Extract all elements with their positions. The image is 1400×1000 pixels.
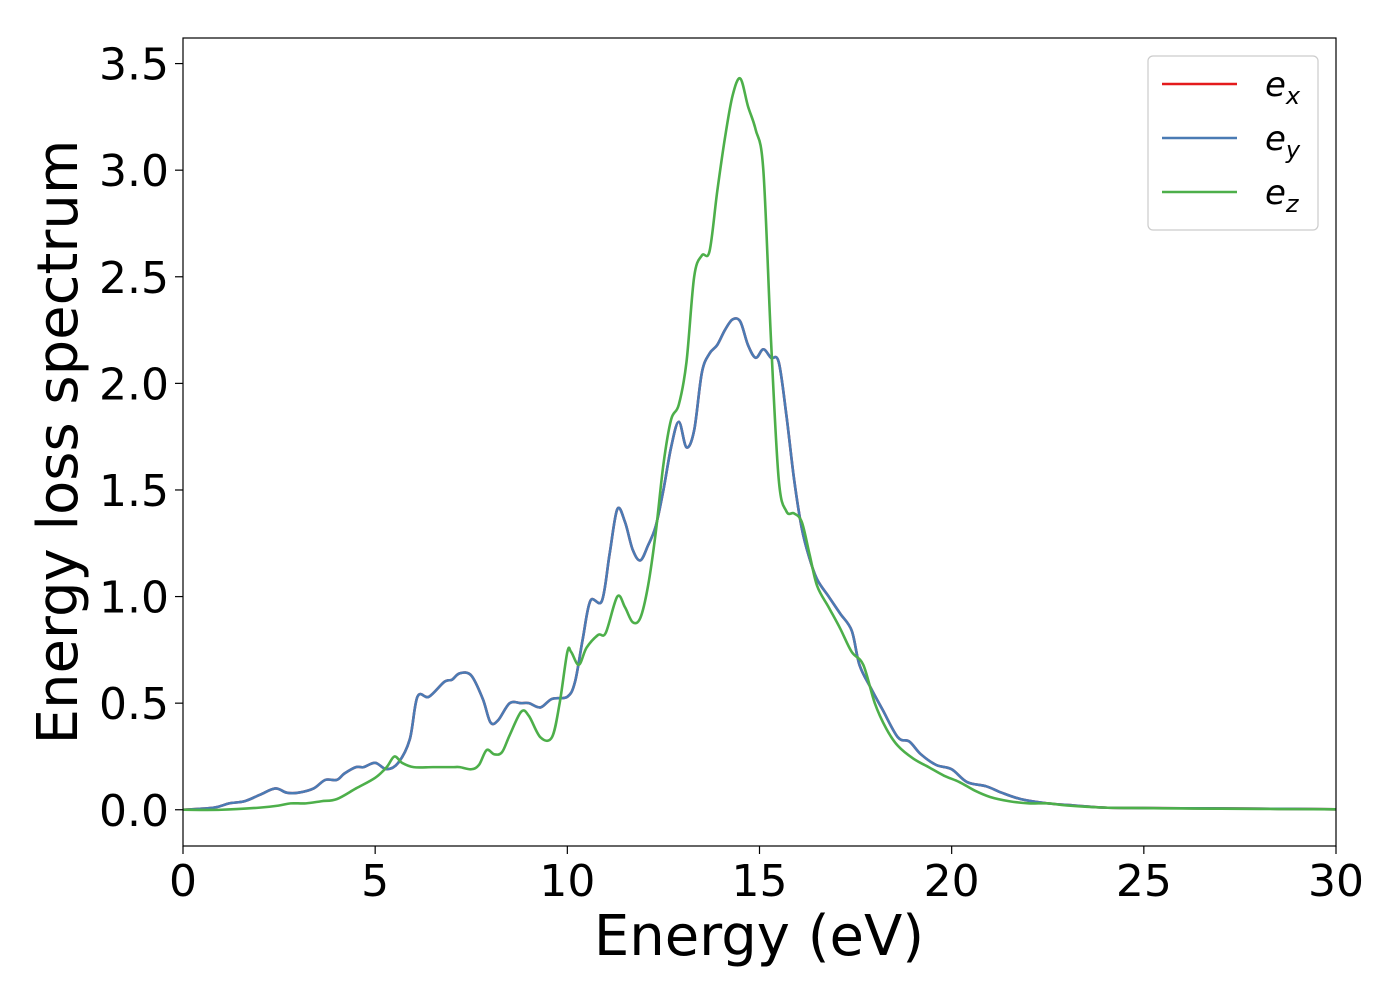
legend-entries: ex ey ez	[1162, 65, 1301, 218]
x-tick-label: 0	[169, 856, 197, 907]
plot-area	[183, 38, 1336, 846]
y-tick-label: 1.5	[99, 466, 169, 517]
series-line-e_z	[182, 77, 1337, 812]
legend-label-e_y: ey	[1265, 119, 1301, 164]
y-axis-title: Energy loss spectrum	[26, 140, 91, 745]
y-tick-label: 1.0	[99, 573, 169, 624]
y-axis-ticks: 0.0 0.5 1.0 1.5 2.0 2.5 3.0 3.5	[99, 40, 183, 837]
x-tick-label: 30	[1308, 856, 1364, 907]
x-tick-label: 15	[732, 856, 788, 907]
series-line-e_y	[182, 317, 1337, 812]
x-tick-label: 10	[539, 856, 595, 907]
x-axis-ticks: 0 5 10 15 20 25 30	[169, 846, 1364, 907]
y-tick-label: 2.5	[99, 253, 169, 304]
y-tick-label: 0.0	[99, 786, 169, 837]
y-tick-label: 3.0	[99, 146, 169, 197]
x-tick-label: 20	[924, 856, 980, 907]
y-tick-label: 3.5	[99, 40, 169, 91]
legend: ex ey ez	[1147, 55, 1319, 231]
x-tick-label: 5	[361, 856, 389, 907]
legend-box	[1147, 55, 1319, 231]
legend-label-e_x: ex	[1265, 65, 1301, 110]
legend-label-e_z: ez	[1265, 173, 1300, 218]
y-tick-label: 2.0	[99, 359, 169, 410]
x-tick-label: 25	[1116, 856, 1172, 907]
series-layer	[182, 77, 1337, 812]
y-tick-label: 0.5	[99, 679, 169, 730]
x-axis-title: Energy (eV)	[594, 904, 924, 969]
